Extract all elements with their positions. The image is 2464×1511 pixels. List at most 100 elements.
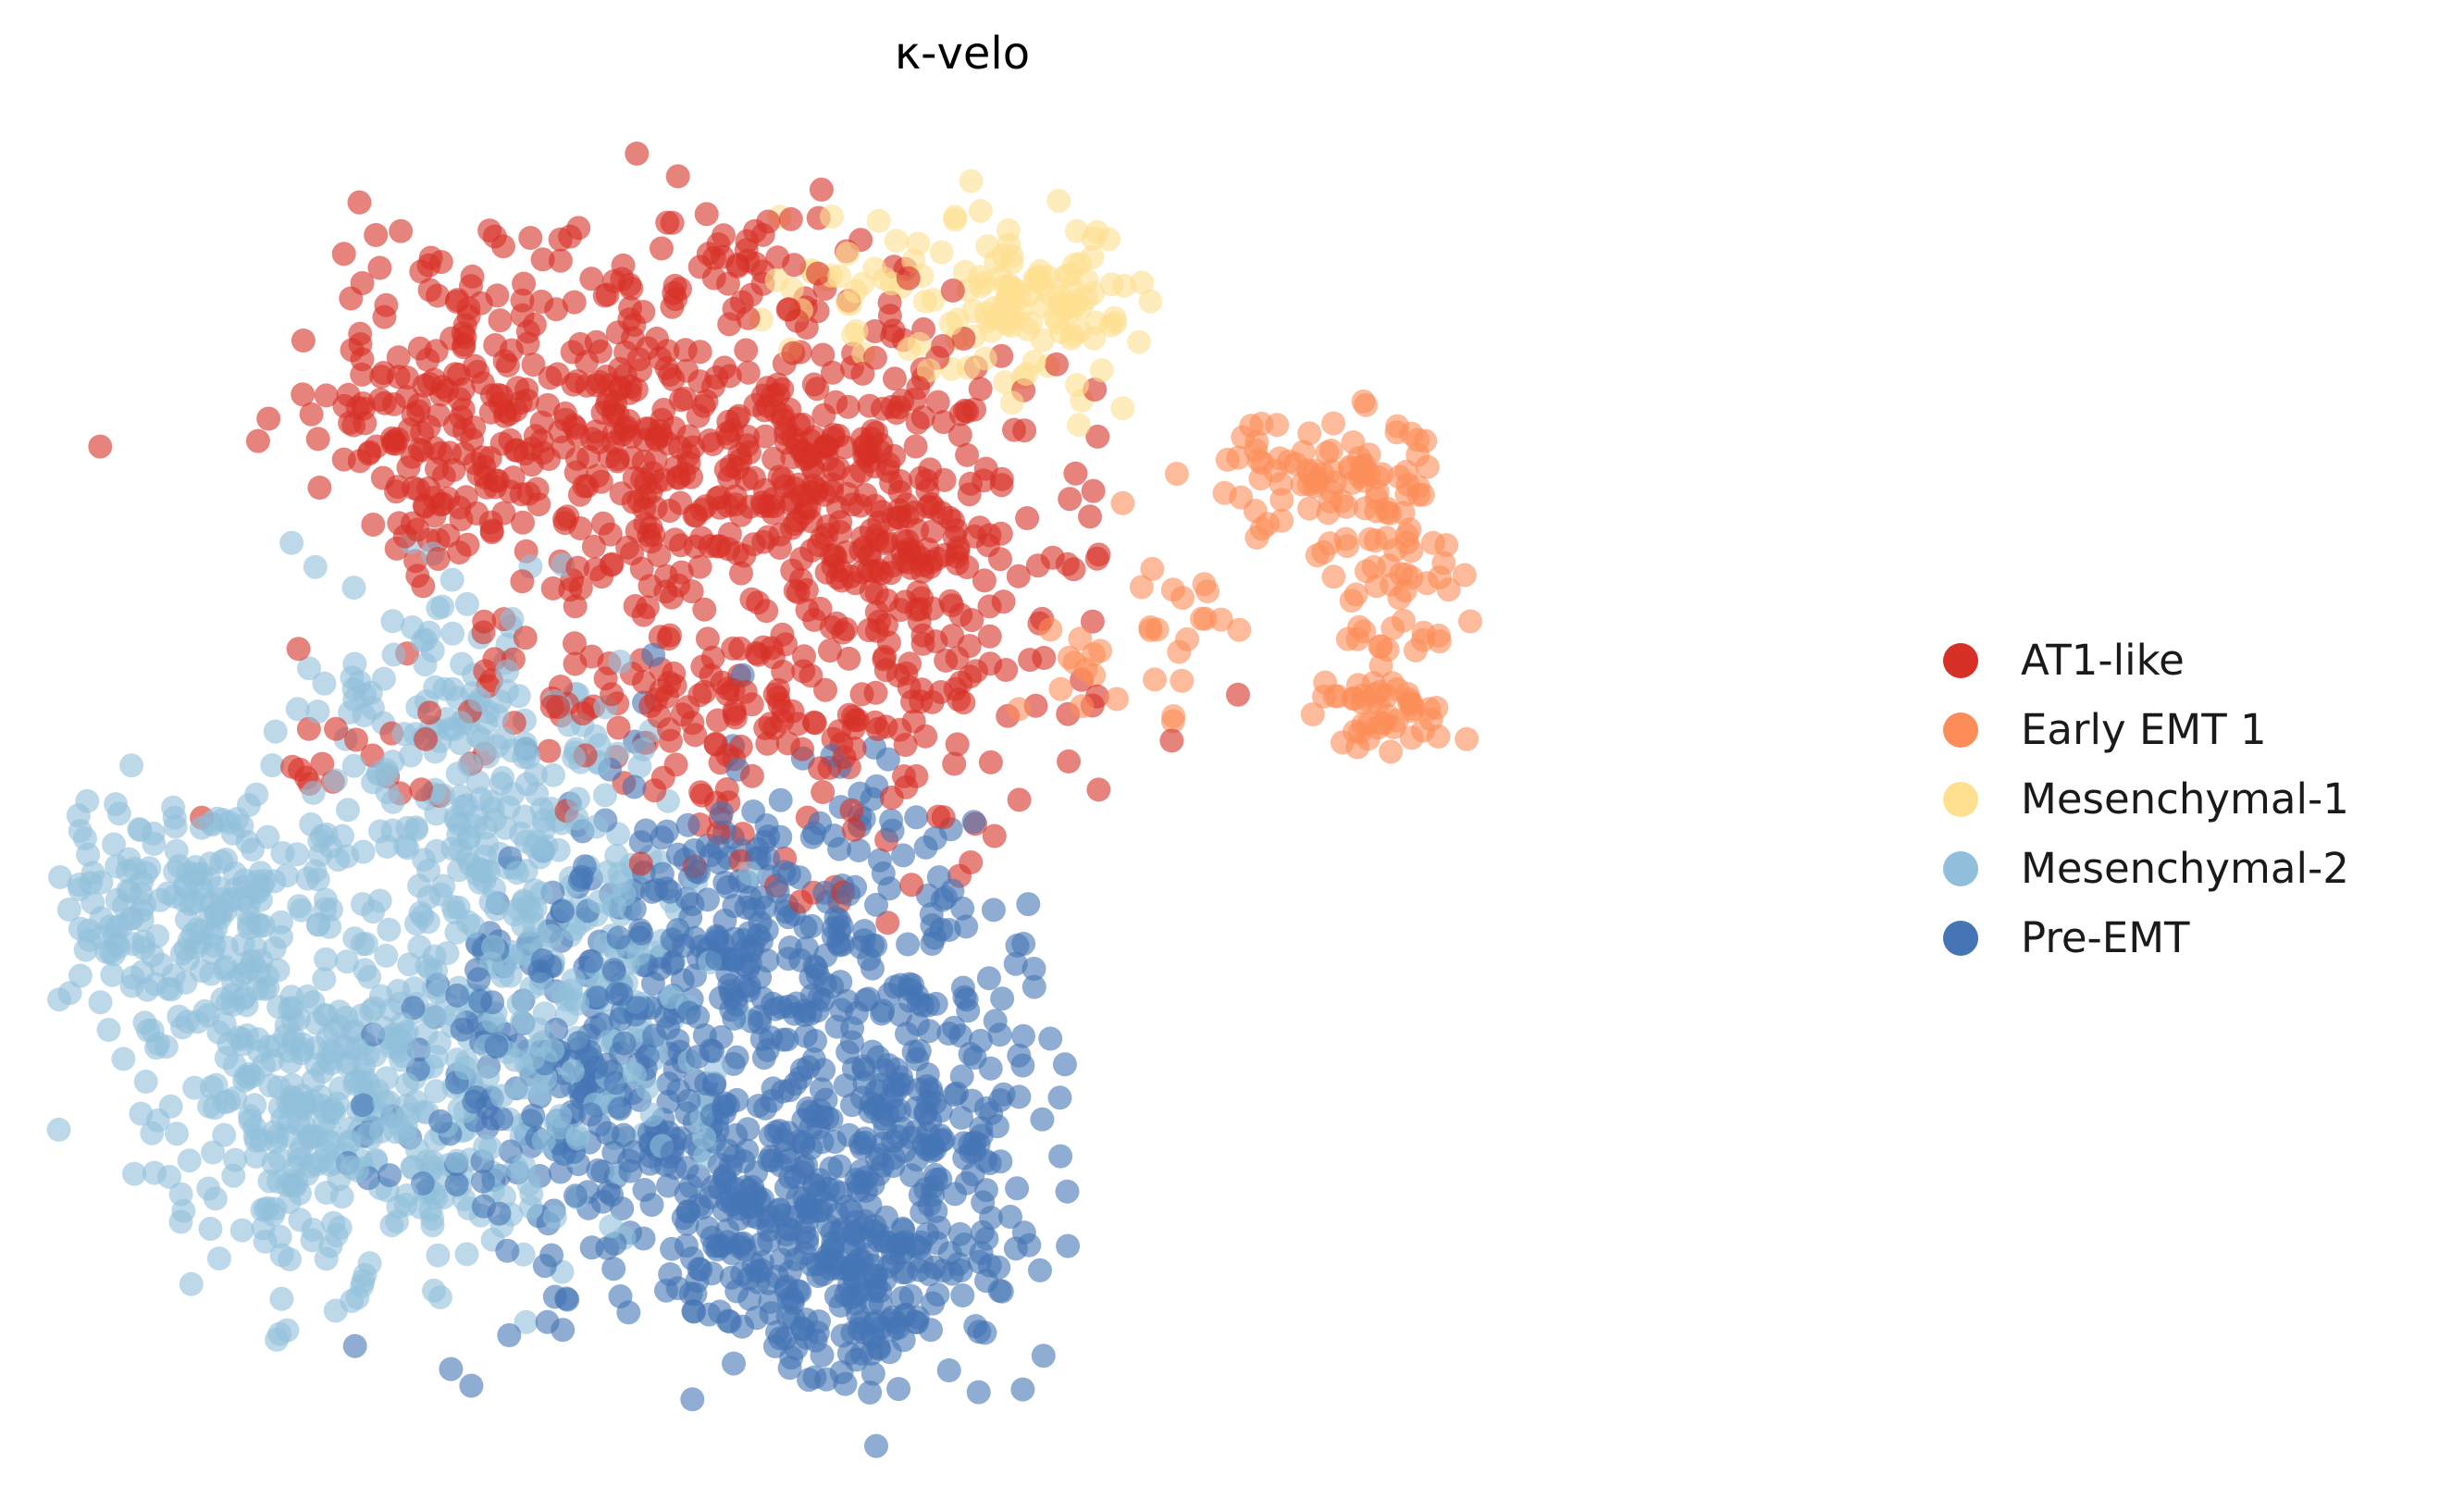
scatter-point-at1-like bbox=[972, 568, 997, 593]
scatter-point-pre-emt bbox=[700, 1261, 724, 1286]
scatter-point-mesenchymal-2 bbox=[80, 890, 105, 915]
scatter-point-at1-like bbox=[426, 283, 450, 308]
scatter-point-mesenchymal-1 bbox=[1082, 326, 1107, 351]
scatter-point-at1-like bbox=[959, 850, 984, 874]
scatter-point-at1-like bbox=[657, 499, 682, 523]
scatter-point-at1-like bbox=[739, 587, 764, 612]
scatter-point-at1-like bbox=[673, 386, 698, 411]
scatter-point-at1-like bbox=[940, 508, 965, 533]
scatter-point-early-emt-1 bbox=[1434, 533, 1459, 558]
scatter-point-at1-like bbox=[631, 300, 656, 324]
scatter-point-pre-emt bbox=[1005, 933, 1030, 958]
scatter-point-pre-emt bbox=[802, 821, 826, 846]
scatter-point-mesenchymal-2 bbox=[290, 1084, 315, 1108]
scatter-point-mesenchymal-2 bbox=[565, 786, 590, 811]
scatter-point-at1-like bbox=[392, 524, 417, 549]
scatter-point-mesenchymal-2 bbox=[350, 892, 375, 917]
scatter-point-at1-like bbox=[756, 209, 781, 234]
scatter-point-mesenchymal-1 bbox=[1014, 362, 1039, 386]
scatter-point-pre-emt bbox=[929, 917, 954, 942]
scatter-point-pre-emt bbox=[950, 1283, 975, 1307]
scatter-point-mesenchymal-1 bbox=[827, 264, 852, 289]
scatter-point-mesenchymal-2 bbox=[314, 947, 339, 972]
scatter-point-pre-emt bbox=[594, 1052, 619, 1077]
scatter-point-early-emt-1 bbox=[1335, 534, 1359, 559]
scatter-point-mesenchymal-2 bbox=[522, 835, 547, 859]
scatter-point-early-emt-1 bbox=[1364, 499, 1389, 524]
scatter-point-pre-emt bbox=[871, 861, 896, 886]
scatter-point-at1-like bbox=[896, 266, 921, 291]
scatter-point-mesenchymal-1 bbox=[997, 232, 1022, 257]
scatter-point-pre-emt bbox=[521, 1103, 546, 1128]
scatter-point-at1-like bbox=[1002, 417, 1026, 442]
scatter-point-mesenchymal-1 bbox=[1064, 218, 1089, 243]
scatter-point-at1-like bbox=[1078, 504, 1102, 529]
scatter-point-pre-emt bbox=[660, 1140, 685, 1165]
scatter-point-early-emt-1 bbox=[1143, 667, 1167, 692]
scatter-point-pre-emt bbox=[864, 892, 888, 917]
scatter-point-at1-like bbox=[791, 659, 816, 684]
scatter-point-mesenchymal-2 bbox=[266, 1075, 291, 1100]
scatter-point-mesenchymal-2 bbox=[180, 922, 205, 947]
scatter-point-at1-like bbox=[291, 328, 316, 353]
scatter-point-at1-like bbox=[913, 724, 938, 749]
scatter-point-pre-emt bbox=[792, 1220, 817, 1245]
scatter-point-mesenchymal-2 bbox=[445, 1047, 470, 1072]
scatter-point-mesenchymal-2 bbox=[101, 942, 126, 967]
scatter-point-mesenchymal-2 bbox=[518, 926, 543, 951]
scatter-point-mesenchymal-2 bbox=[372, 1015, 397, 1040]
scatter-point-at1-like bbox=[715, 493, 740, 518]
scatter-point-mesenchymal-2 bbox=[622, 1062, 647, 1087]
scatter-point-mesenchymal-1 bbox=[764, 267, 789, 292]
scatter-point-at1-like bbox=[878, 561, 903, 586]
scatter-point-mesenchymal-2 bbox=[489, 771, 514, 796]
scatter-point-at1-like bbox=[1063, 461, 1088, 486]
scatter-point-pre-emt bbox=[670, 968, 695, 993]
scatter-point-pre-emt bbox=[755, 948, 780, 973]
scatter-point-at1-like bbox=[589, 564, 614, 589]
scatter-point-pre-emt bbox=[684, 859, 709, 884]
scatter-point-mesenchymal-2 bbox=[424, 959, 449, 983]
scatter-point-pre-emt bbox=[869, 1001, 894, 1026]
scatter-point-at1-like bbox=[280, 754, 304, 779]
scatter-point-mesenchymal-2 bbox=[73, 826, 97, 851]
scatter-point-pre-emt bbox=[889, 1241, 914, 1266]
scatter-point-at1-like bbox=[660, 210, 685, 235]
scatter-point-pre-emt bbox=[919, 1077, 944, 1102]
scatter-point-pre-emt bbox=[895, 1022, 919, 1047]
scatter-point-mesenchymal-2 bbox=[179, 1271, 204, 1296]
scatter-point-mesenchymal-2 bbox=[318, 1051, 343, 1076]
scatter-point-at1-like bbox=[592, 283, 617, 308]
scatter-point-pre-emt bbox=[858, 1381, 883, 1405]
scatter-point-at1-like bbox=[518, 226, 543, 251]
scatter-point-at1-like bbox=[477, 218, 502, 243]
scatter-point-at1-like bbox=[729, 561, 753, 586]
scatter-point-pre-emt bbox=[601, 1257, 626, 1282]
scatter-point-mesenchymal-2 bbox=[404, 817, 428, 842]
scatter-point-pre-emt bbox=[967, 1249, 992, 1274]
scatter-point-at1-like bbox=[1006, 564, 1031, 588]
scatter-point-pre-emt bbox=[886, 1377, 911, 1402]
scatter-point-mesenchymal-2 bbox=[374, 1066, 399, 1091]
scatter-point-mesenchymal-2 bbox=[481, 935, 505, 960]
scatter-point-mesenchymal-2 bbox=[279, 530, 304, 555]
scatter-point-at1-like bbox=[455, 532, 480, 557]
scatter-point-at1-like bbox=[877, 303, 902, 328]
scatter-point-pre-emt bbox=[654, 876, 679, 901]
scatter-point-pre-emt bbox=[950, 896, 975, 921]
scatter-point-mesenchymal-2 bbox=[261, 1151, 286, 1175]
scatter-point-mesenchymal-2 bbox=[424, 838, 449, 863]
scatter-point-at1-like bbox=[350, 347, 375, 372]
scatter-point-pre-emt bbox=[748, 910, 773, 935]
scatter-point-at1-like bbox=[814, 447, 839, 472]
scatter-point-at1-like bbox=[766, 382, 791, 407]
scatter-point-at1-like bbox=[1057, 749, 1081, 774]
scatter-point-early-emt-1 bbox=[1068, 626, 1093, 651]
scatter-point-at1-like bbox=[692, 597, 717, 622]
scatter-point-mesenchymal-2 bbox=[562, 917, 587, 942]
scatter-point-at1-like bbox=[650, 236, 674, 261]
scatter-point-mesenchymal-2 bbox=[217, 1089, 241, 1113]
legend-swatch-pre-emt bbox=[1943, 920, 1978, 956]
scatter-point-at1-like bbox=[605, 320, 630, 345]
scatter-point-at1-like bbox=[590, 511, 615, 536]
